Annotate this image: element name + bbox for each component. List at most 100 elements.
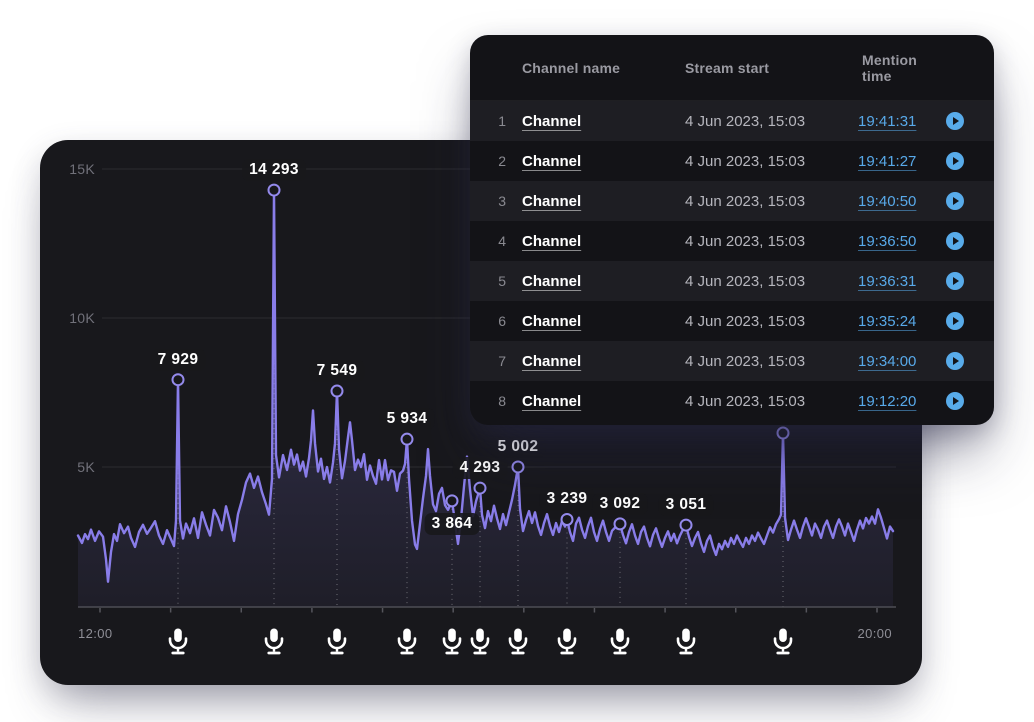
microphone-icon: [508, 628, 528, 655]
table-row: 7 Channel 4 Jun 2023, 15:03 19:34:00: [470, 341, 994, 381]
microphone-icon: [442, 628, 462, 655]
column-header-mention-time: Mention time: [862, 51, 918, 84]
peak-value-label: 3 051: [658, 494, 714, 517]
y-axis-tick-label: 15K: [69, 161, 95, 177]
microphone-icon: [168, 628, 188, 655]
table-header: Channel name Stream start Mention time: [470, 35, 994, 101]
table-row: 5 Channel 4 Jun 2023, 15:03 19:36:31: [470, 261, 994, 301]
channel-link[interactable]: Channel: [522, 152, 582, 170]
table-row: 3 Channel 4 Jun 2023, 15:03 19:40:50: [470, 181, 994, 221]
mention-time-link[interactable]: 19:41:27: [858, 152, 917, 170]
mic-marker-button[interactable]: [607, 627, 633, 657]
row-index: 2: [498, 153, 506, 169]
table-row: 2 Channel 4 Jun 2023, 15:03 19:41:27: [470, 141, 994, 181]
mention-time-link[interactable]: 19:35:24: [858, 312, 917, 330]
mention-time-link[interactable]: 19:41:31: [858, 112, 917, 130]
row-index: 7: [498, 353, 506, 369]
peak-marker: [776, 426, 790, 440]
y-axis-tick-label: 10K: [69, 310, 95, 326]
table-row: 6 Channel 4 Jun 2023, 15:03 19:35:24: [470, 301, 994, 341]
row-index: 5: [498, 273, 506, 289]
peak-value-label: 5 934: [379, 408, 435, 431]
table-row: 8 Channel 4 Jun 2023, 15:03 19:12:20: [470, 381, 994, 421]
mic-marker-button[interactable]: [394, 627, 420, 657]
row-index: 1: [498, 113, 506, 129]
play-mention-button[interactable]: [946, 352, 964, 370]
x-axis-end-label: 20:00: [857, 626, 892, 641]
peak-value-label: 14 293: [242, 159, 306, 182]
mic-marker-button[interactable]: [261, 627, 287, 657]
channel-link[interactable]: Channel: [522, 352, 582, 370]
peak-marker: [445, 494, 459, 508]
channel-link[interactable]: Channel: [522, 112, 582, 130]
row-index: 8: [498, 393, 506, 409]
microphone-icon: [676, 628, 696, 655]
play-mention-button[interactable]: [946, 392, 964, 410]
peak-marker: [679, 518, 693, 532]
play-icon: [953, 317, 959, 325]
mic-marker-button[interactable]: [505, 627, 531, 657]
microphone-icon: [773, 628, 793, 655]
microphone-icon: [264, 628, 284, 655]
peak-value-label: 5 002: [490, 435, 546, 459]
peak-marker: [613, 517, 627, 531]
channel-link[interactable]: Channel: [522, 312, 582, 330]
channel-link[interactable]: Channel: [522, 392, 582, 410]
play-mention-button[interactable]: [946, 152, 964, 170]
play-icon: [953, 397, 959, 405]
microphone-icon: [397, 628, 417, 655]
column-header-channel-name: Channel name: [522, 59, 621, 76]
channel-link[interactable]: Channel: [522, 272, 582, 290]
play-icon: [953, 357, 959, 365]
column-header-stream-start: Stream start: [685, 59, 770, 76]
table-row: 4 Channel 4 Jun 2023, 15:03 19:36:50: [470, 221, 994, 261]
mic-marker-button[interactable]: [165, 627, 191, 657]
mic-marker-button[interactable]: [324, 627, 350, 657]
table-row: 1 Channel 4 Jun 2023, 15:03 19:41:31: [470, 101, 994, 141]
peak-value-label: 7 549: [309, 360, 365, 383]
play-mention-button[interactable]: [946, 312, 964, 330]
mic-marker-button[interactable]: [554, 627, 580, 657]
peak-value-label: 3 239: [539, 488, 595, 511]
peak-marker: [267, 183, 281, 197]
play-mention-button[interactable]: [946, 112, 964, 130]
peak-marker: [511, 460, 525, 474]
peak-value-label: 3 864: [424, 512, 480, 535]
play-icon: [953, 157, 959, 165]
peak-marker: [330, 384, 344, 398]
mention-time-link[interactable]: 19:36:31: [858, 272, 917, 290]
mic-marker-button[interactable]: [673, 627, 699, 657]
mic-marker-button[interactable]: [770, 627, 796, 657]
peak-marker: [560, 512, 574, 526]
table-body: 1 Channel 4 Jun 2023, 15:03 19:41:31 2 C…: [470, 101, 994, 421]
stream-start-value: 4 Jun 2023, 15:03: [685, 112, 806, 130]
stream-start-value: 4 Jun 2023, 15:03: [685, 352, 806, 370]
peak-marker: [473, 481, 487, 495]
row-index: 6: [498, 313, 506, 329]
microphone-icon: [327, 628, 347, 655]
play-mention-button[interactable]: [946, 232, 964, 250]
peak-guide-lines: [177, 198, 784, 607]
channel-link[interactable]: Channel: [522, 232, 582, 250]
play-icon: [953, 277, 959, 285]
play-mention-button[interactable]: [946, 272, 964, 290]
stream-start-value: 4 Jun 2023, 15:03: [685, 152, 806, 170]
channel-link[interactable]: Channel: [522, 192, 582, 210]
peak-marker: [171, 373, 185, 387]
y-axis-tick-label: 5K: [77, 459, 95, 475]
mention-time-link[interactable]: 19:36:50: [858, 232, 917, 250]
play-icon: [953, 197, 959, 205]
mic-marker-button[interactable]: [467, 627, 493, 657]
microphone-icon: [610, 628, 630, 655]
peak-markers: [171, 183, 790, 532]
mention-time-link[interactable]: 19:40:50: [858, 192, 917, 210]
chart-line: [76, 188, 895, 583]
mention-time-link[interactable]: 19:34:00: [858, 352, 917, 370]
peak-value-label: 7 929: [150, 348, 206, 371]
mention-time-link[interactable]: 19:12:20: [858, 392, 917, 410]
mic-marker-button[interactable]: [439, 627, 465, 657]
x-axis-ticks: [99, 608, 878, 613]
stream-start-value: 4 Jun 2023, 15:03: [685, 192, 806, 210]
play-mention-button[interactable]: [946, 192, 964, 210]
